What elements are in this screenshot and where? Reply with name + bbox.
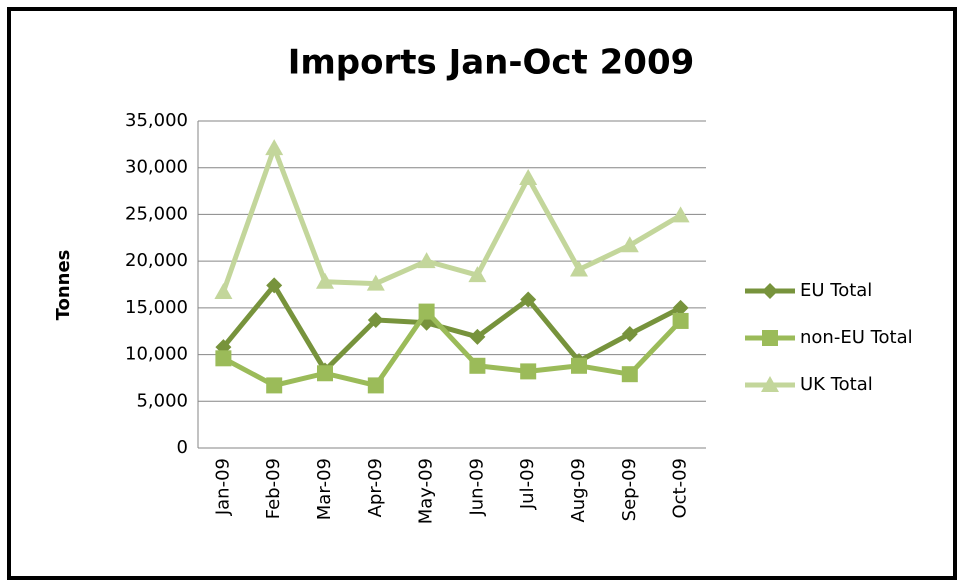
y-tick-label: 35,000 bbox=[125, 110, 188, 131]
data-point bbox=[519, 168, 538, 185]
data-point bbox=[417, 252, 436, 269]
data-point bbox=[266, 277, 283, 294]
y-tick-label: 5,000 bbox=[136, 390, 188, 411]
data-point bbox=[469, 357, 486, 374]
data-point bbox=[265, 139, 284, 156]
x-tick-label: Apr-09 bbox=[365, 458, 386, 517]
legend-marker bbox=[762, 283, 778, 299]
chart-title: Imports Jan-Oct 2009 bbox=[288, 43, 695, 83]
series-line bbox=[221, 145, 682, 293]
data-point bbox=[621, 326, 638, 343]
y-tick-label: 15,000 bbox=[125, 297, 188, 318]
chart-frame bbox=[7, 7, 957, 580]
data-point bbox=[469, 328, 486, 345]
legend-marker bbox=[762, 330, 778, 346]
x-tick-label: Oct-09 bbox=[670, 458, 691, 519]
x-tick-label: Sep-09 bbox=[619, 458, 640, 521]
data-point bbox=[418, 303, 435, 320]
series-line bbox=[222, 309, 683, 388]
y-tick-label: 20,000 bbox=[125, 250, 188, 271]
x-tick-label: Jan-09 bbox=[212, 458, 233, 516]
data-point bbox=[367, 312, 384, 329]
data-point bbox=[672, 312, 689, 329]
x-tick-label: Mar-09 bbox=[314, 458, 335, 520]
data-point bbox=[366, 274, 385, 291]
data-point bbox=[620, 236, 639, 253]
data-point bbox=[520, 363, 537, 380]
data-point bbox=[266, 377, 283, 394]
data-point bbox=[214, 282, 233, 299]
series-line bbox=[221, 282, 682, 373]
data-point bbox=[671, 206, 690, 223]
data-point bbox=[316, 272, 334, 289]
data-point bbox=[520, 291, 537, 308]
x-tick-label: Jul-09 bbox=[517, 458, 538, 510]
y-axis-label: Tonnes bbox=[53, 250, 74, 321]
data-point bbox=[367, 377, 384, 394]
y-tick-label: 0 bbox=[177, 437, 188, 458]
y-tick-label: 10,000 bbox=[125, 344, 188, 365]
data-point bbox=[672, 299, 689, 316]
x-tick-label: Aug-09 bbox=[568, 458, 589, 523]
x-tick-label: Jun-09 bbox=[466, 458, 487, 517]
y-tick-label: 25,000 bbox=[125, 203, 188, 224]
data-point bbox=[317, 365, 333, 382]
data-point bbox=[215, 350, 232, 367]
x-tick-label: Feb-09 bbox=[263, 458, 284, 519]
data-point bbox=[571, 357, 587, 374]
legend-marker bbox=[761, 376, 779, 392]
x-tick-label: May-09 bbox=[416, 458, 437, 524]
legend-label: EU Total bbox=[800, 280, 872, 301]
legend-label: UK Total bbox=[800, 374, 873, 395]
legend-label: non-EU Total bbox=[800, 327, 913, 348]
data-point bbox=[468, 266, 487, 283]
y-tick-label: 30,000 bbox=[125, 157, 188, 178]
data-point bbox=[570, 260, 588, 277]
data-point bbox=[621, 366, 638, 383]
